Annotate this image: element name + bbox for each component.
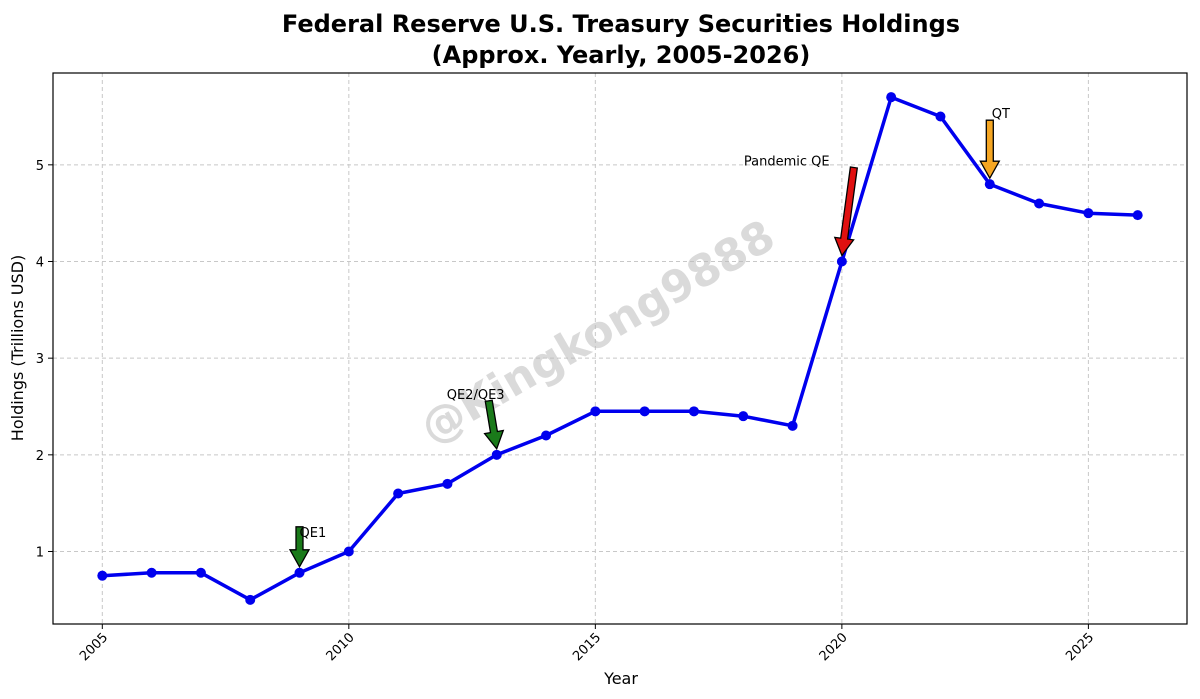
data-point-2010 (343, 546, 354, 557)
data-point-2012 (442, 478, 453, 489)
watermark-layer: @Kingkong9888 (412, 210, 784, 454)
annotation-label-qt: QT (992, 107, 1010, 122)
grid (53, 73, 1187, 624)
x-tick-label-2020: 2020 (817, 630, 851, 664)
data-point-2021 (886, 92, 897, 103)
y-tick-label-3: 3 (36, 352, 44, 367)
y-tick-label-1: 1 (36, 546, 44, 561)
y-tick-label-4: 4 (36, 256, 44, 271)
data-point-2013 (491, 449, 502, 460)
y-axis-label: Holdings (Trillions USD) (8, 255, 27, 441)
data-point-2014 (541, 430, 552, 441)
y-tick-label-2: 2 (36, 449, 44, 464)
annotation-arrow-qt (979, 119, 1001, 180)
chart-title-line-1: Federal Reserve U.S. Treasury Securities… (282, 10, 960, 38)
x-tick-label-2010: 2010 (324, 630, 358, 664)
annotation-arrow-qe1 (288, 526, 311, 569)
plot-area-frame (52, 72, 1188, 625)
data-point-2026 (1132, 210, 1143, 221)
data-point-2005 (97, 570, 108, 581)
annotation-label-qe1: QE1 (300, 526, 327, 541)
watermark-text: @Kingkong9888 (412, 210, 784, 454)
data-point-2011 (393, 488, 404, 499)
data-point-2025 (1083, 208, 1094, 219)
data-point-2020 (836, 256, 847, 267)
data-point-2016 (639, 406, 650, 417)
annotations: QE1 QE2/QE3 Pandemic QE QT (288, 107, 1010, 569)
data-point-2008 (245, 594, 256, 605)
data-point-2009 (294, 567, 305, 578)
data-point-2023 (984, 179, 995, 190)
data-point-2018 (738, 411, 749, 422)
annotation-arrow-qe2-qe3 (483, 399, 505, 451)
data-point-2017 (688, 406, 699, 417)
y-tick-label-5: 5 (36, 159, 44, 174)
x-tick-label-2015: 2015 (570, 630, 604, 664)
annotation-label-pandemic-qe: Pandemic QE (744, 155, 830, 170)
data-point-2022 (935, 111, 946, 122)
x-axis-label: Year (603, 669, 638, 688)
data-point-2019 (787, 420, 798, 431)
data-point-2024 (1034, 198, 1045, 209)
chart-title-line-2: (Approx. Yearly, 2005-2026) (432, 41, 811, 69)
annotation-arrow-pandemic-qe (833, 166, 859, 257)
x-tick-label-2025: 2025 (1063, 630, 1097, 664)
data-point-2006 (146, 567, 157, 578)
series-line (102, 95, 1138, 602)
annotation-label-qe2-qe3: QE2/QE3 (447, 388, 505, 403)
data-point-2007 (195, 567, 206, 578)
series-treasury-holdings (97, 92, 1143, 605)
data-point-2015 (590, 406, 601, 417)
axis-ticks: 2005 2010 2015 2020 2025 1 2 3 4 5 (36, 159, 1098, 664)
x-tick-label-2005: 2005 (77, 630, 111, 664)
